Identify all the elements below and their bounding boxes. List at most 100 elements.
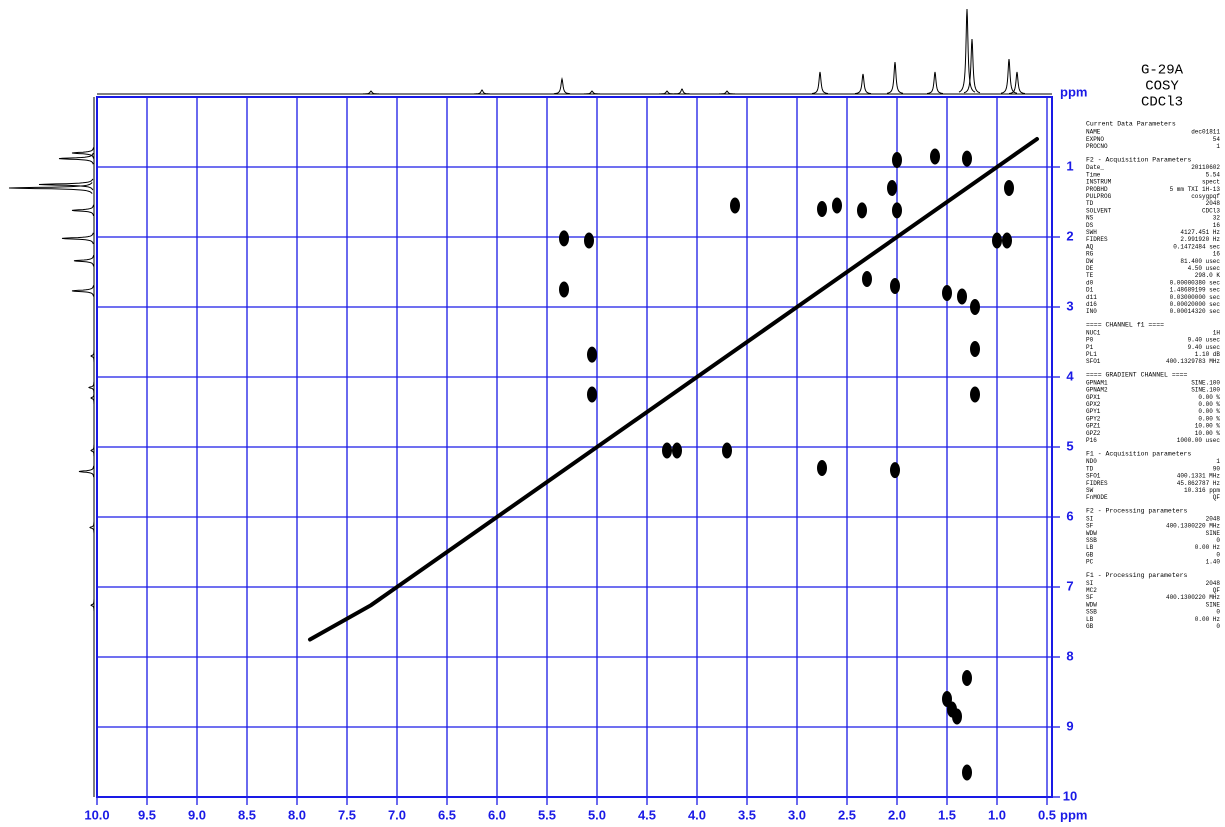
cross-peak [942,285,952,301]
param-value: 1.40 [1206,559,1221,566]
param-value: 1.48689199 sec [1170,287,1221,294]
param-value: SINE.100 [1191,379,1220,386]
x-tick-label: 3.5 [738,807,756,822]
projection-peak [854,73,872,95]
param-value: QF [1213,587,1221,594]
param-value: 1 [1216,458,1220,465]
param-key: TD [1086,465,1094,472]
x-tick-label: 6.5 [438,807,456,822]
y-tick-label: 4 [1066,368,1074,383]
param-value: QF [1213,494,1221,501]
param-key: P16 [1086,437,1097,444]
param-value: 54 [1213,136,1221,143]
param-key: SSB [1086,537,1097,544]
x-tick-label: 5.5 [538,807,556,822]
param-value: 10.00 % [1195,423,1221,430]
param-value: 2.991920 Hz [1180,236,1220,243]
param-value: 32 [1213,215,1221,222]
x-tick-label: 4.5 [638,807,656,822]
param-value: 5.54 [1206,171,1221,178]
cross-peak [892,152,902,168]
projection-peak [8,182,93,194]
param-value: 9.40 usec [1188,337,1221,344]
param-key: WDW [1086,530,1097,537]
param-value: cosygpqf [1191,193,1220,200]
param-value: 1 [1216,143,1220,150]
x-tick-label: 5.0 [588,807,606,822]
param-value: 0.00000380 sec [1170,279,1221,286]
projection-peak [90,444,95,457]
x-tick-label: 2.5 [838,807,856,822]
chart-title: COSY [1145,79,1179,95]
projection-peak [1000,58,1018,94]
param-key: SF [1086,594,1094,601]
cross-peak [817,201,827,217]
x-tick-label: 1.5 [938,807,956,822]
param-value: 298.0 K [1195,272,1221,279]
param-value: 0.00 % [1198,408,1220,415]
param-value: 0.00 % [1198,415,1220,422]
y-tick-label: 8 [1066,648,1073,663]
param-key: SI [1086,515,1093,522]
y-tick-label: 3 [1066,298,1073,313]
param-key: SFO1 [1086,473,1101,480]
projection-peak [71,147,94,159]
param-key: d0 [1086,279,1094,286]
cross-peak [662,442,672,459]
param-key: TD [1086,200,1094,207]
param-value: 1.10 dB [1195,351,1221,358]
param-value: SINE [1206,601,1221,608]
x-tick-label: 2.0 [888,807,906,822]
projection-peak [474,89,490,95]
param-key: WDW [1086,601,1097,608]
param-key: SFO1 [1086,358,1101,365]
param-value: 0.00014320 sec [1170,308,1221,315]
param-heading: F1 - Acquisition parameters [1086,450,1191,457]
param-value: 0 [1216,551,1220,558]
y-tick-label: 7 [1066,578,1073,593]
param-value: 0.00 Hz [1195,544,1221,551]
param-key: PULPROG [1086,193,1112,200]
param-heading: F2 - Processing parameters [1086,508,1188,515]
projection-peak [659,90,675,95]
x-tick-label: 8.5 [238,807,256,822]
projection-peak [38,178,94,191]
param-key: d16 [1086,301,1097,308]
cross-peak [962,670,972,686]
param-key: PROCNO [1086,143,1108,150]
y-tick-label: 10 [1063,788,1077,803]
projection-peak [61,232,94,245]
y-tick-label: 2 [1066,228,1073,243]
param-key: DW [1086,258,1094,265]
param-value: 1H [1213,329,1221,336]
param-value: 16 [1213,251,1221,258]
param-key: GPY1 [1086,408,1101,415]
x-tick-label: 9.0 [188,807,206,822]
param-value: 400.1329783 MHz [1166,358,1220,365]
param-key: D1 [1086,287,1094,294]
plot-frame [96,96,1053,798]
param-key: GB [1086,623,1094,630]
param-value: 1000.00 usec [1177,437,1221,444]
param-value: 10.00 % [1195,430,1221,437]
cross-peak [970,341,980,357]
projection-peak [89,521,95,534]
param-value: 10.316 ppm [1184,487,1220,494]
projection-peak [78,465,95,478]
param-value: 81.400 usec [1180,258,1220,265]
cross-peak [730,197,740,214]
param-key: Date_ [1086,164,1104,171]
x-tick-label: 7.0 [388,807,406,822]
cross-peak [559,281,569,298]
y-tick-label: 5 [1066,438,1073,453]
x-tick-label: 8.0 [288,807,306,822]
x-tick-label: 4.0 [688,807,706,822]
param-value: 0 [1216,537,1220,544]
cross-peak [970,386,980,403]
param-value: SINE.100 [1191,387,1220,394]
projection-peak [71,204,94,216]
param-key: d11 [1086,294,1097,301]
projection-peak [73,255,95,267]
param-value: dec01811 [1191,129,1220,136]
cross-peak [962,764,972,781]
